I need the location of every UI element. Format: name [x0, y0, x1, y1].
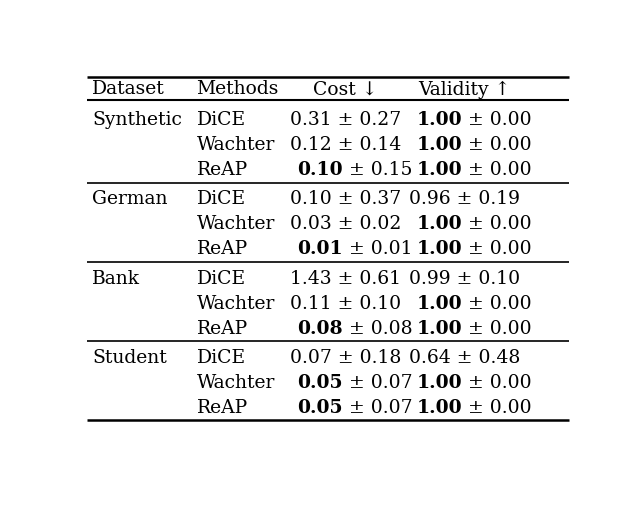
Text: DiCE: DiCE: [196, 111, 246, 129]
Text: Synthetic: Synthetic: [92, 111, 182, 129]
Text: Dataset: Dataset: [92, 80, 165, 98]
Text: Student: Student: [92, 349, 167, 367]
Text: ReAP: ReAP: [196, 399, 248, 417]
Text: 1.00: 1.00: [416, 374, 462, 392]
Text: 1.00: 1.00: [416, 320, 462, 338]
Text: ± 0.00: ± 0.00: [462, 136, 532, 154]
Text: DiCE: DiCE: [196, 190, 246, 208]
Text: Wachter: Wachter: [196, 295, 275, 312]
Text: 0.05: 0.05: [298, 374, 343, 392]
Text: 0.96 ± 0.19: 0.96 ± 0.19: [409, 190, 520, 208]
Text: 1.43 ± 0.61: 1.43 ± 0.61: [290, 270, 401, 288]
Text: 0.11 ± 0.10: 0.11 ± 0.10: [290, 295, 401, 312]
Text: 0.03 ± 0.02: 0.03 ± 0.02: [290, 215, 401, 234]
Text: 0.99 ± 0.10: 0.99 ± 0.10: [409, 270, 520, 288]
Text: 1.00: 1.00: [416, 295, 462, 312]
Text: ± 0.15: ± 0.15: [343, 161, 412, 179]
Text: ± 0.08: ± 0.08: [343, 320, 413, 338]
Text: Cost ↓: Cost ↓: [313, 80, 378, 98]
Text: ± 0.00: ± 0.00: [462, 374, 532, 392]
Text: German: German: [92, 190, 168, 208]
Text: 0.01: 0.01: [297, 240, 343, 258]
Text: ReAP: ReAP: [196, 240, 248, 258]
Text: 0.64 ± 0.48: 0.64 ± 0.48: [409, 349, 520, 367]
Text: ± 0.00: ± 0.00: [462, 399, 532, 417]
Text: DiCE: DiCE: [196, 349, 246, 367]
Text: Wachter: Wachter: [196, 136, 275, 154]
Text: 0.12 ± 0.14: 0.12 ± 0.14: [290, 136, 401, 154]
Text: ± 0.07: ± 0.07: [343, 374, 413, 392]
Text: ReAP: ReAP: [196, 161, 248, 179]
Text: 0.05: 0.05: [298, 399, 343, 417]
Text: 1.00: 1.00: [416, 215, 462, 234]
Text: 0.31 ± 0.27: 0.31 ± 0.27: [290, 111, 401, 129]
Text: Validity ↑: Validity ↑: [418, 80, 511, 98]
Text: Methods: Methods: [196, 80, 279, 98]
Text: 0.08: 0.08: [297, 320, 343, 338]
Text: 0.10: 0.10: [297, 161, 343, 179]
Text: ± 0.00: ± 0.00: [462, 161, 532, 179]
Text: 0.10 ± 0.37: 0.10 ± 0.37: [290, 190, 401, 208]
Text: ± 0.00: ± 0.00: [462, 320, 532, 338]
Text: ± 0.07: ± 0.07: [343, 399, 413, 417]
Text: Wachter: Wachter: [196, 374, 275, 392]
Text: ReAP: ReAP: [196, 320, 248, 338]
Text: 1.00: 1.00: [416, 111, 462, 129]
Text: 0.07 ± 0.18: 0.07 ± 0.18: [290, 349, 401, 367]
Text: ± 0.00: ± 0.00: [462, 215, 532, 234]
Text: DiCE: DiCE: [196, 270, 246, 288]
Text: 1.00: 1.00: [416, 136, 462, 154]
Text: 1.00: 1.00: [416, 399, 462, 417]
Text: 1.00: 1.00: [416, 161, 462, 179]
Text: ± 0.01: ± 0.01: [343, 240, 412, 258]
Text: Bank: Bank: [92, 270, 140, 288]
Text: ± 0.00: ± 0.00: [462, 111, 532, 129]
Text: 1.00: 1.00: [416, 240, 462, 258]
Text: Wachter: Wachter: [196, 215, 275, 234]
Text: ± 0.00: ± 0.00: [462, 240, 532, 258]
Text: ± 0.00: ± 0.00: [462, 295, 532, 312]
